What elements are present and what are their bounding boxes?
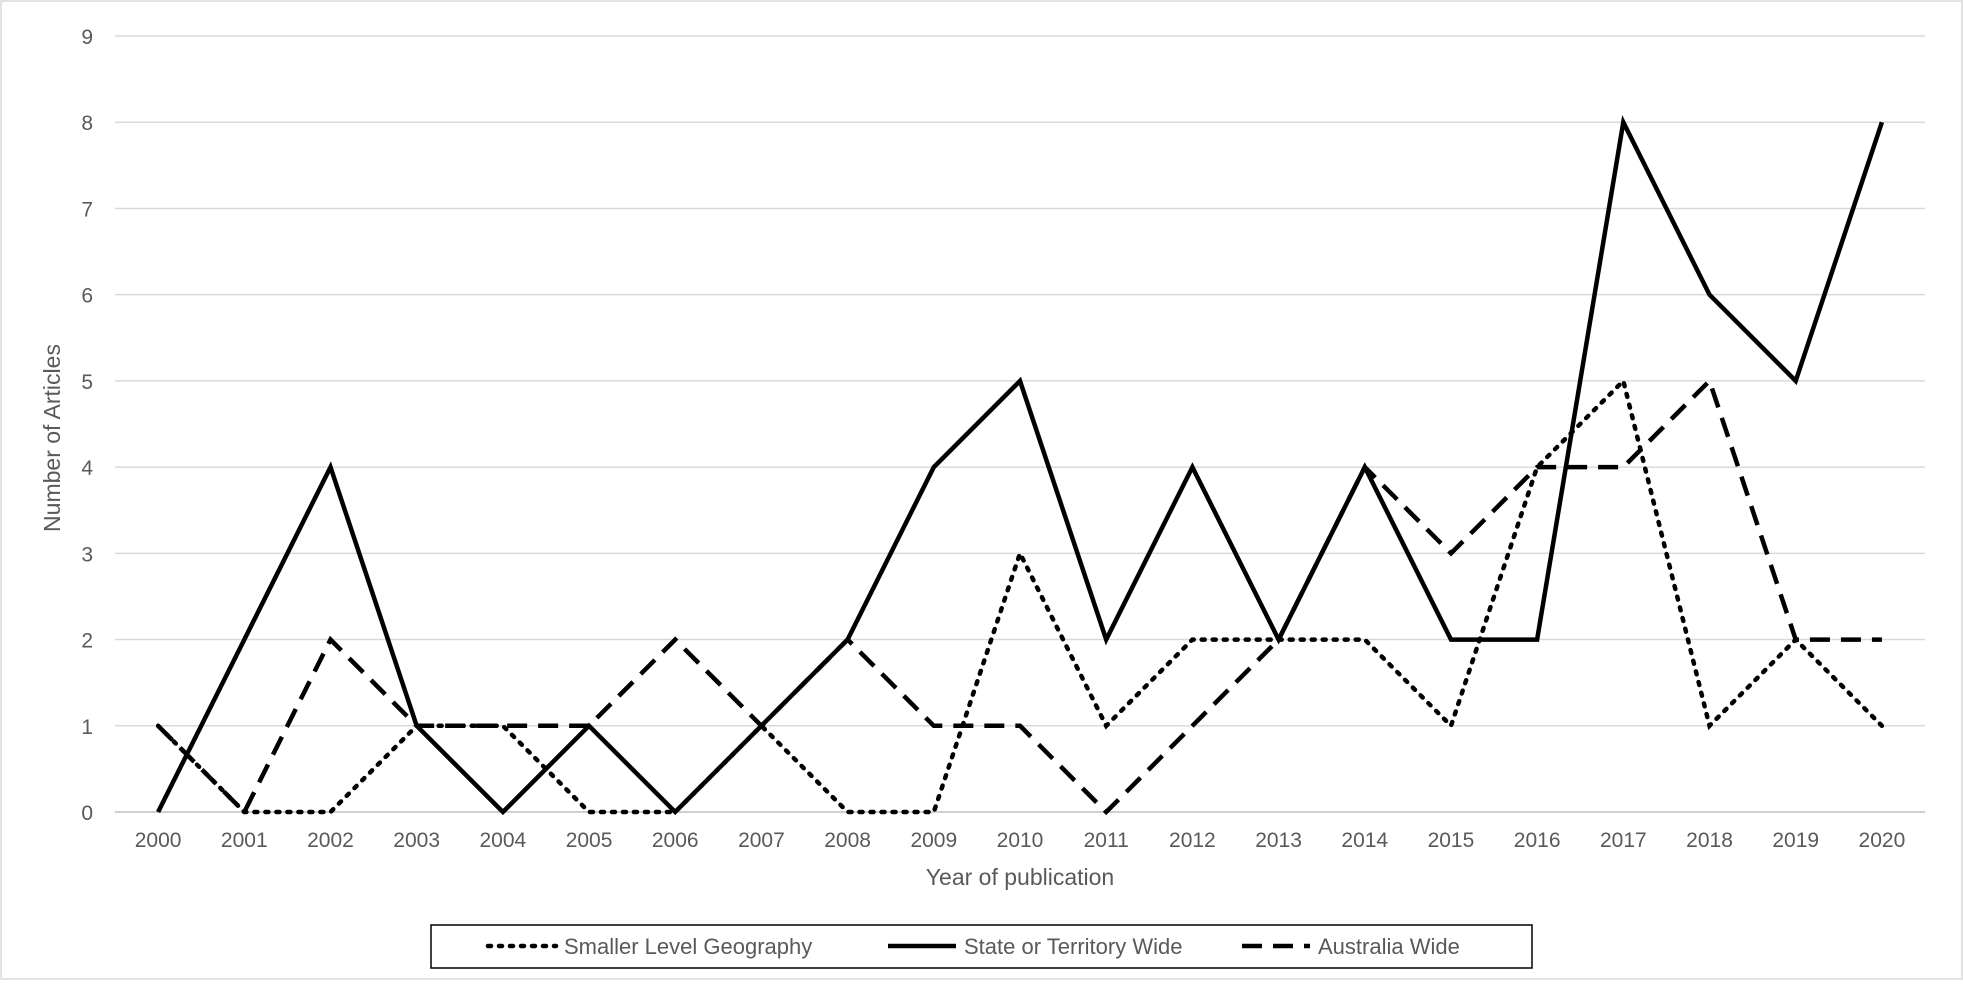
y-axis-label: Number of Articles: [39, 344, 65, 532]
x-tick-label: 2001: [221, 829, 268, 852]
y-tick-label: 3: [81, 543, 93, 566]
legend-label: Australia Wide: [1318, 934, 1460, 959]
x-tick-label: 2002: [307, 829, 354, 852]
series-lines: [155, 115, 1885, 816]
x-tick-label: 2020: [1859, 829, 1906, 852]
y-axis-tick-labels: 0 1 2 3 4 5 6 7 8 9: [81, 26, 93, 825]
y-tick-label: 5: [81, 371, 93, 394]
legend-box: [430, 924, 1533, 969]
x-tick-label: 2019: [1772, 829, 1819, 852]
y-tick-label: 7: [81, 198, 93, 221]
y-tick-label: 4: [81, 457, 93, 480]
x-tick-label: 2000: [135, 829, 182, 852]
legend-item: Smaller Level Geography: [485, 934, 812, 959]
x-tick-label: 2007: [738, 829, 785, 852]
x-tick-label: 2005: [566, 829, 613, 852]
x-axis-label: Year of publication: [926, 864, 1114, 890]
x-tick-label: 2006: [652, 829, 699, 852]
x-tick-label: 2017: [1600, 829, 1647, 852]
x-tick-label: 2011: [1084, 829, 1129, 852]
x-tick-label: 2014: [1341, 829, 1388, 852]
x-tick-label: 2015: [1428, 829, 1475, 852]
y-tick-label: 0: [81, 802, 93, 825]
x-tick-label: 2018: [1686, 829, 1733, 852]
x-tick-label: 2009: [910, 829, 957, 852]
series-line-3: [156, 376, 1882, 816]
y-tick-label: 6: [81, 285, 93, 308]
x-axis-tick-labels: 2000 2001 2002 2003 2004 2005 2006 2007 2008 2009…: [135, 829, 1906, 852]
series-line-1: [155, 376, 1885, 815]
x-tick-label: 2016: [1514, 829, 1561, 852]
y-tick-label: 8: [81, 112, 93, 135]
x-tick-label: 2003: [393, 829, 440, 852]
x-tick-label: 2010: [997, 829, 1044, 852]
x-tick-label: 2012: [1169, 829, 1216, 852]
y-tick-label: 1: [81, 716, 93, 739]
legend-item: State or Territory Wide: [888, 934, 1182, 959]
legend-label: State or Territory Wide: [964, 934, 1182, 959]
legend: Smaller Level Geography State or Territor…: [430, 924, 1533, 969]
legend-label: Smaller Level Geography: [564, 934, 812, 959]
x-tick-label: 2008: [824, 829, 871, 852]
legend-item: Australia Wide: [1242, 934, 1460, 959]
series-line-2: [156, 115, 1885, 816]
y-tick-label: 2: [81, 630, 93, 653]
y-tick-label: 9: [81, 26, 93, 49]
x-tick-label: 2013: [1255, 829, 1302, 852]
x-tick-label: 2004: [479, 829, 526, 852]
